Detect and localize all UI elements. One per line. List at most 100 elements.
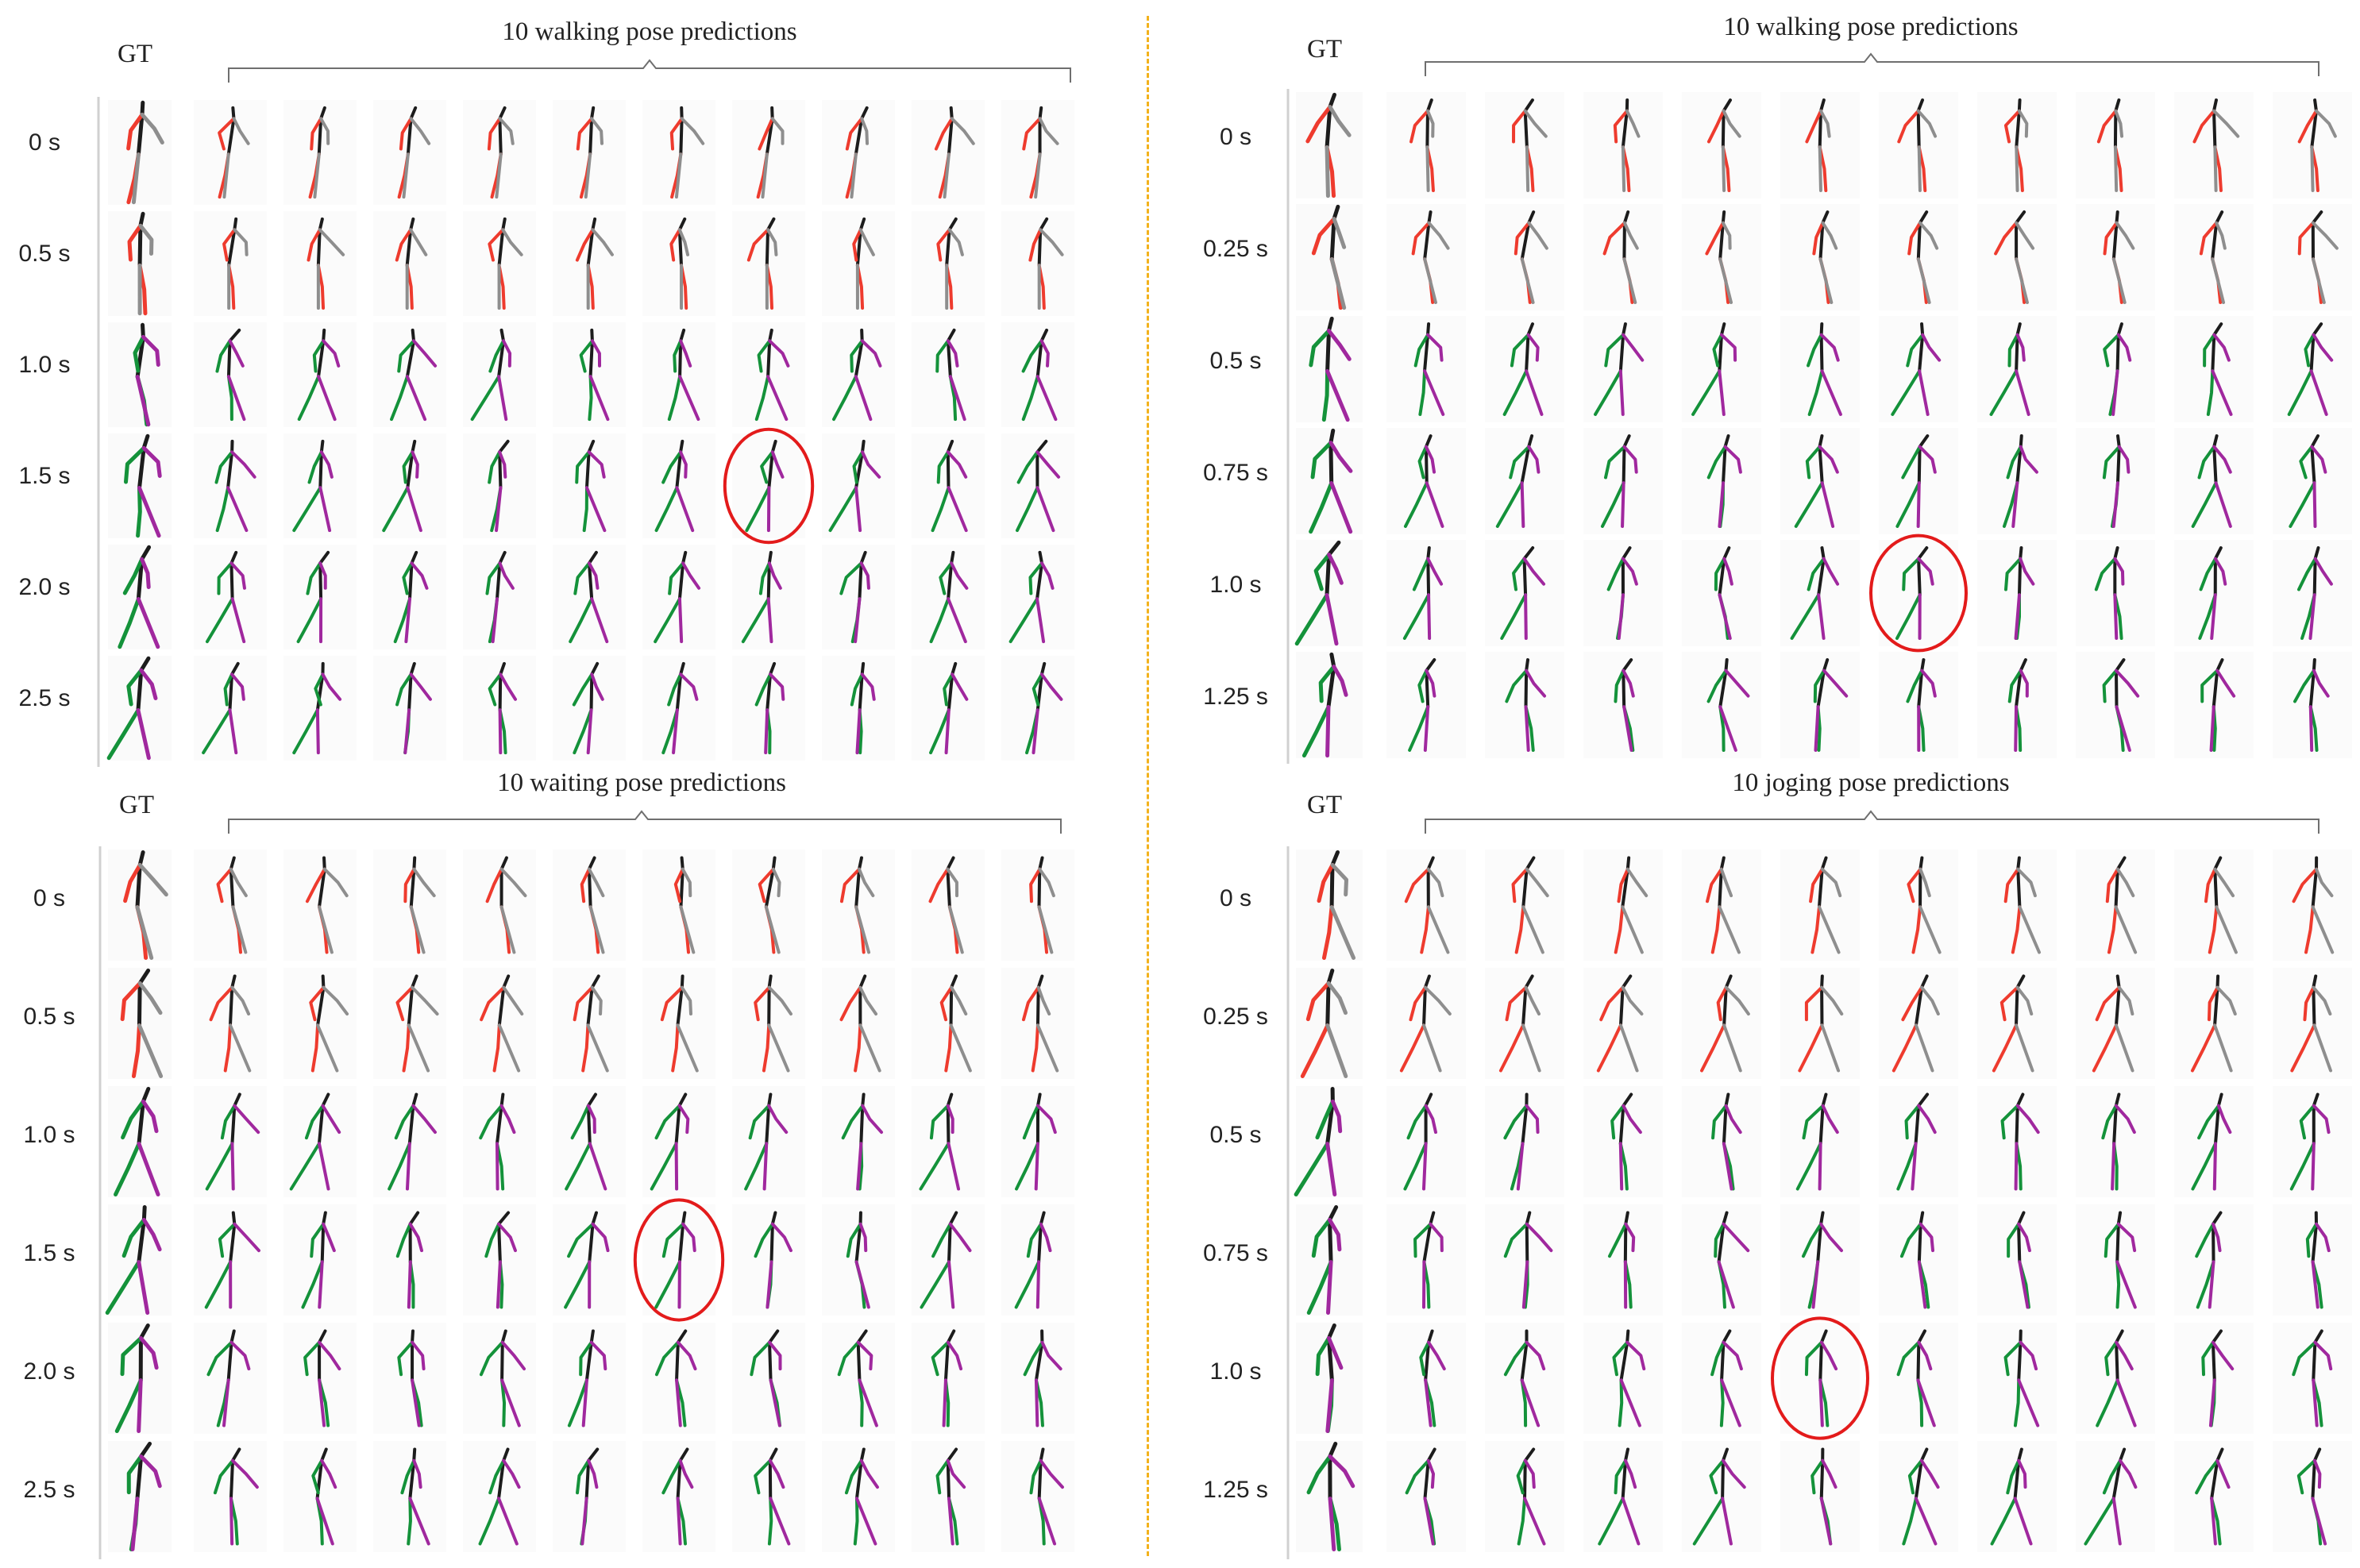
skeleton-arm <box>411 1340 426 1371</box>
skeleton-arm <box>1427 1340 1446 1371</box>
skeleton-leg <box>2311 1260 2320 1309</box>
skeleton-leg <box>2018 1260 2030 1309</box>
prediction-cell <box>2076 1323 2155 1434</box>
skeleton-leg <box>919 1142 951 1191</box>
skeleton-arm <box>1315 1099 1335 1140</box>
prediction-cell <box>1583 1323 1663 1434</box>
skeleton-leg <box>1914 1497 1938 1546</box>
prediction-cell <box>1879 1086 1958 1197</box>
skeleton-arm <box>837 1340 860 1377</box>
skeleton-arm <box>2212 109 2240 138</box>
skeleton-arm <box>318 561 327 590</box>
skeleton-arm <box>1326 1335 1344 1370</box>
prediction-cell <box>1780 968 1860 1079</box>
skeleton-leg <box>920 1260 951 1309</box>
skeleton-arm <box>946 1104 954 1135</box>
skeleton-arm <box>1802 1104 1825 1140</box>
skeleton-arm <box>1724 668 1750 698</box>
skeleton-leg <box>2312 1378 2319 1427</box>
skeleton-leg <box>2017 1378 2040 1427</box>
skeleton-arm <box>1920 668 1937 698</box>
skeleton-arm <box>1614 1458 1628 1495</box>
skeleton-arm <box>411 985 439 1016</box>
skeleton-arm <box>1918 221 1939 250</box>
row-label: 1.5 s <box>18 463 71 489</box>
skeleton-leg <box>1818 1378 1824 1427</box>
skeleton-leg <box>202 708 232 755</box>
skeleton-arm <box>2215 221 2227 250</box>
skeleton-arm <box>936 228 951 262</box>
skeleton-arm <box>2192 109 2216 144</box>
skeleton-leg <box>1325 1260 1333 1315</box>
skeleton-leg <box>497 375 508 422</box>
skeleton-leg <box>744 1142 769 1191</box>
skeleton-arm <box>667 672 683 707</box>
prediction-brace <box>228 810 1062 834</box>
skeleton-arm <box>1525 1340 1546 1371</box>
skeleton-arm <box>2299 1104 2316 1140</box>
skeleton-leg <box>2115 1260 2121 1309</box>
skeleton-leg <box>222 1378 230 1427</box>
skeleton-leg <box>1525 369 1544 416</box>
skeleton-leg <box>492 1023 501 1073</box>
skeleton-leg <box>947 905 964 954</box>
skeleton-arm <box>1514 221 1531 256</box>
skeleton-arm <box>1427 221 1450 250</box>
skeleton-leg <box>764 708 769 755</box>
skeleton-leg <box>292 708 319 755</box>
skeleton-arm <box>1425 109 1435 138</box>
skeleton-leg <box>1710 905 1722 954</box>
skeleton-arm <box>1621 557 1638 586</box>
skeleton-arm <box>1716 985 1728 1022</box>
skeleton-arm <box>222 228 237 262</box>
skeleton-spine <box>1038 106 1043 156</box>
skeleton-leg <box>228 708 238 755</box>
skeleton-leg <box>949 1023 972 1073</box>
skeleton-leg <box>1294 1142 1330 1196</box>
prediction-cell <box>1977 1441 2057 1552</box>
skeleton-leg <box>675 1378 682 1427</box>
row-label: 1.0 s <box>23 1122 75 1148</box>
skeleton-arm <box>1522 557 1546 586</box>
skeleton-arm <box>2312 1104 2331 1135</box>
skeleton-leg <box>2113 593 2119 640</box>
skeleton-leg <box>2113 145 2119 192</box>
skeleton-arm <box>2195 1222 2215 1258</box>
skeleton-leg <box>1621 145 1626 192</box>
skeleton-arm <box>589 1340 607 1371</box>
skeleton-arm <box>1721 221 1732 250</box>
skeleton-leg <box>2190 1023 2217 1073</box>
skeleton-leg <box>1521 1023 1541 1073</box>
skeleton-arm <box>2015 985 2034 1016</box>
skeleton-arm <box>233 1104 260 1135</box>
skeleton-arm <box>572 672 594 707</box>
skeleton-arm <box>2006 1458 2021 1495</box>
prediction-cell <box>194 433 267 538</box>
skeleton-arm <box>767 561 782 590</box>
skeleton-leg <box>1914 1023 1934 1073</box>
skeleton-arm <box>1613 109 1629 144</box>
skeleton-arm <box>2200 668 2219 703</box>
skeleton-arm <box>497 1222 517 1253</box>
skeleton-leg <box>137 1142 160 1196</box>
skeleton-arm <box>2299 445 2314 480</box>
skeleton-arm <box>587 1458 599 1489</box>
skeleton-arm <box>502 1458 521 1489</box>
skeleton-leg <box>1015 1142 1039 1191</box>
skeleton-leg <box>1911 1142 1918 1191</box>
prediction-cell <box>2076 1204 2155 1316</box>
skeleton-arm <box>939 561 954 595</box>
skeleton-leg <box>1035 486 1055 533</box>
skeleton-arm <box>1711 1104 1728 1140</box>
skeleton-arm <box>1524 985 1541 1016</box>
skeleton-arm <box>1907 867 1922 903</box>
skeleton-arm <box>2104 1222 2120 1258</box>
skeleton-arm <box>1820 867 1842 898</box>
skeleton-arm <box>488 339 505 373</box>
skeleton-arm <box>218 117 236 151</box>
skeleton-arm <box>2304 333 2316 368</box>
skeleton-arm <box>2197 1104 2220 1140</box>
skeleton-arm <box>939 985 954 1022</box>
skeleton-arm <box>1028 561 1044 595</box>
skeleton-arm <box>1812 221 1825 256</box>
